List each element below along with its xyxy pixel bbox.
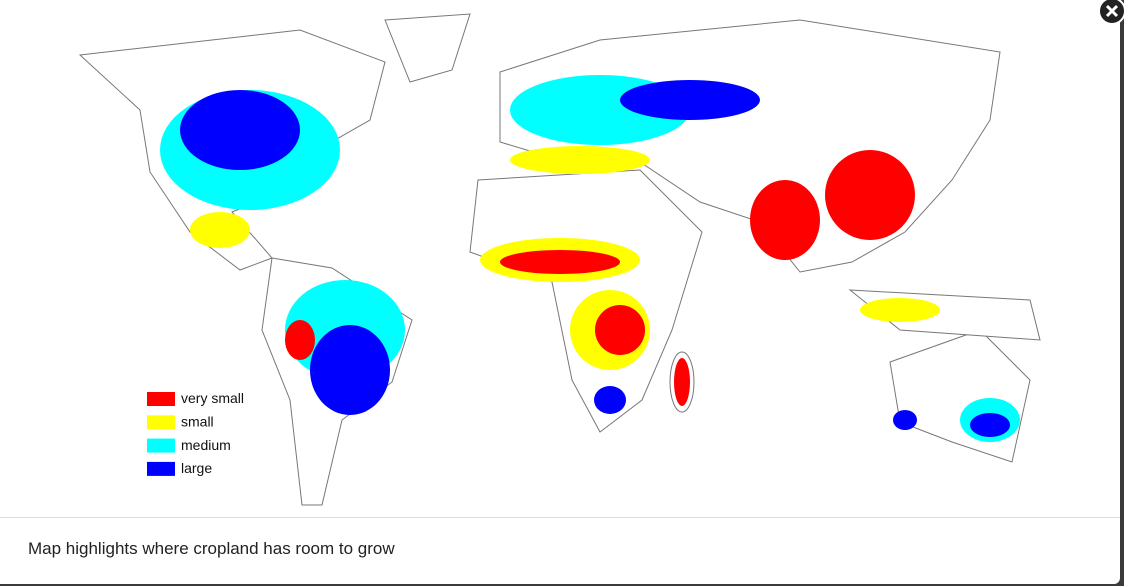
legend: very small small medium large [147,390,244,476]
legend-label: medium [181,437,231,453]
legend-label: very small [181,390,244,406]
legend-swatch [147,415,175,430]
close-button[interactable] [1097,0,1124,26]
legend-swatch [147,392,175,406]
cropland-areas [160,75,1020,442]
world-map: very small small medium large [78,13,1041,506]
legend-swatch [147,438,175,453]
separator [0,517,1120,518]
legend-swatch [147,461,175,476]
legend-label: small [181,414,214,430]
caption: Map highlights where cropland has room t… [28,539,395,558]
legend-label: large [181,460,212,476]
